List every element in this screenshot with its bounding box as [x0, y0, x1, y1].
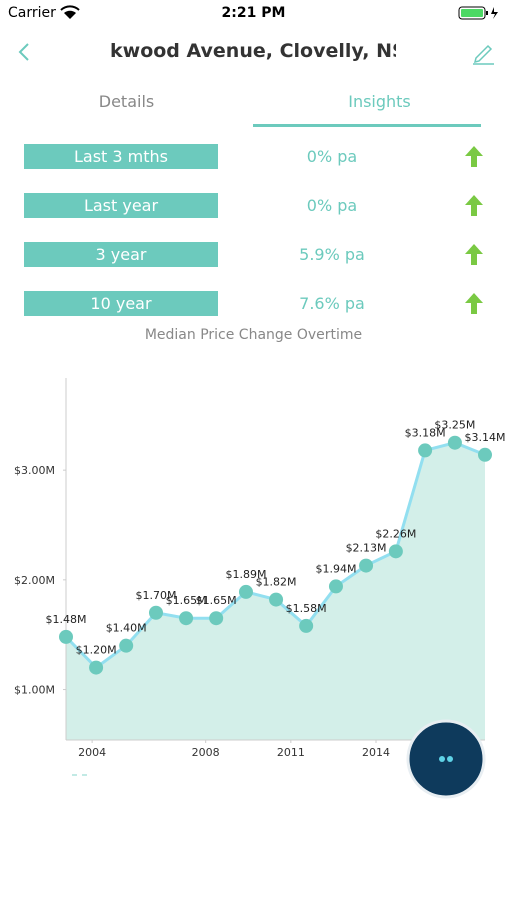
legend-dashes [72, 774, 87, 776]
point [478, 447, 492, 462]
stat-label: 10 year [24, 291, 218, 316]
point [269, 592, 284, 607]
fab-button[interactable] [402, 716, 492, 806]
up-arrow [465, 244, 483, 265]
point [299, 618, 314, 633]
point [359, 558, 374, 573]
value-label: $1.48M [46, 613, 87, 626]
value-label: $2.26M [375, 527, 416, 540]
value-label: $1.82M [256, 576, 297, 589]
header-title: kwood Avenue, Clovelly, NS [110, 40, 396, 62]
value-label: $1.89M [225, 568, 266, 581]
point [148, 605, 163, 620]
chart-title: Median Price Change Overtime [144, 327, 363, 343]
value-label: $1.65M [166, 594, 207, 607]
point [59, 629, 73, 644]
battery-icon [458, 6, 498, 20]
x-tick-label: 2008 [192, 746, 220, 759]
up-arrow [465, 146, 483, 167]
value-label: $1.20M [76, 644, 117, 657]
y-tick-label: $3.00M [14, 464, 55, 477]
tab[interactable]: Details [98, 92, 155, 111]
stat-label: 3 year [24, 242, 218, 267]
point [447, 435, 462, 450]
y-tick-label: $2.00M [14, 574, 55, 587]
x-tick-label: 2014 [362, 746, 390, 759]
back-button[interactable] [16, 42, 34, 62]
x-tick-label: 2011 [277, 746, 305, 759]
up-arrow [465, 293, 483, 314]
tab-underline [253, 124, 481, 127]
stat-value: 0% pa [306, 196, 358, 215]
value-label: $2.13M [346, 542, 387, 555]
value-label: $1.58M [286, 602, 327, 615]
clock: 2:21 PM [221, 5, 286, 21]
stat-value: 5.9% pa [299, 245, 365, 264]
tab[interactable]: Insights [348, 92, 411, 111]
point [209, 611, 224, 626]
stat-value: 0% pa [306, 147, 358, 166]
value-label: $3.25M [434, 419, 475, 432]
wifi-icon [60, 5, 80, 19]
value-label: $3.14M [465, 431, 506, 444]
point [328, 579, 343, 594]
stat-label: Last year [24, 193, 218, 218]
value-label: $1.65M [196, 594, 237, 607]
point [119, 638, 134, 653]
point [418, 443, 433, 458]
x-tick-label: 2004 [78, 746, 106, 759]
value-label: $1.70M [135, 589, 176, 602]
stat-value: 7.6% pa [299, 294, 365, 313]
carrier: Carrier [8, 5, 56, 21]
up-arrow [465, 195, 483, 216]
edit-button[interactable] [470, 40, 496, 66]
area [66, 442, 485, 740]
point [179, 611, 194, 626]
point [388, 544, 403, 559]
value-label: $3.18M [405, 426, 446, 439]
y-tick-label: $1.00M [14, 684, 55, 697]
stat-label: Last 3 mths [24, 144, 218, 169]
value-label: $1.40M [106, 622, 147, 635]
value-label: $1.94M [315, 562, 356, 575]
point [238, 584, 253, 599]
point [89, 660, 104, 675]
